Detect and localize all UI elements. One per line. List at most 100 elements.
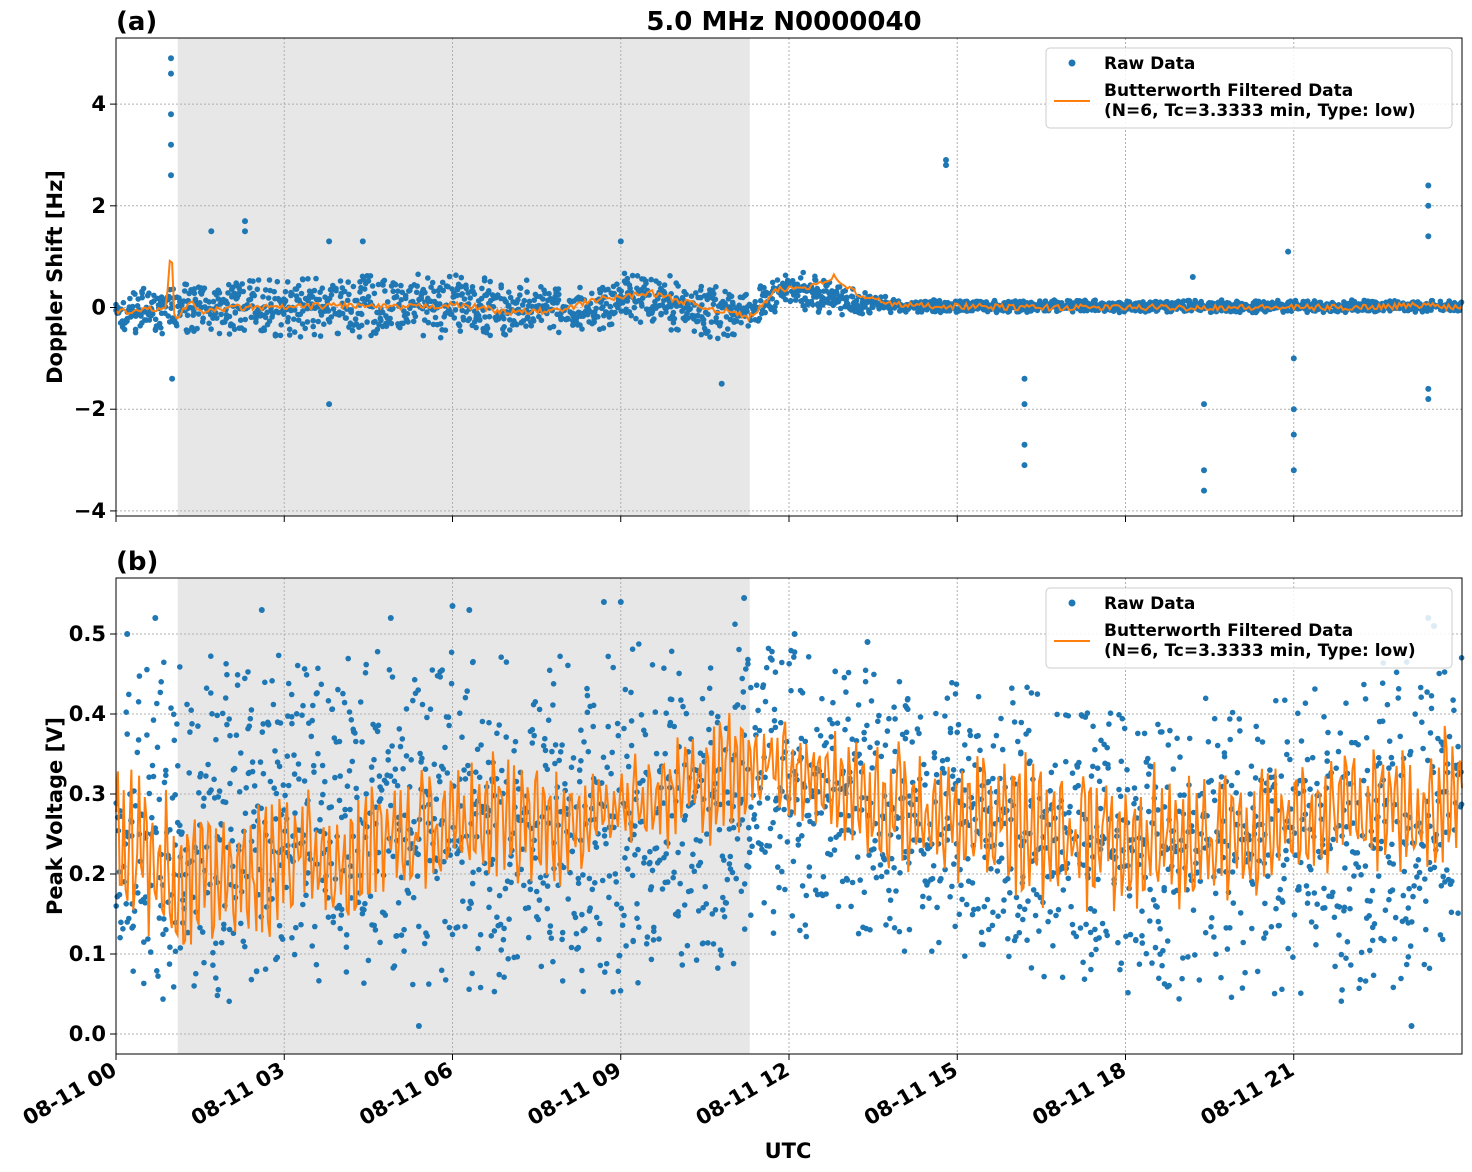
raw-data-point bbox=[269, 678, 275, 684]
raw-data-point bbox=[1287, 756, 1293, 763]
raw-data-point bbox=[191, 290, 198, 297]
raw-data-point bbox=[249, 759, 256, 765]
raw-data-point bbox=[745, 864, 752, 870]
raw-data-point bbox=[671, 315, 678, 322]
raw-data-point bbox=[465, 762, 471, 769]
raw-data-point bbox=[525, 934, 532, 941]
raw-data-point bbox=[678, 697, 684, 703]
raw-data-point bbox=[346, 709, 353, 715]
raw-data-point bbox=[291, 771, 298, 777]
raw-data-point bbox=[240, 938, 247, 945]
raw-data-point bbox=[1254, 736, 1261, 743]
raw-data-point bbox=[1338, 998, 1345, 1004]
raw-data-point bbox=[1005, 936, 1011, 942]
raw-data-point bbox=[631, 304, 638, 311]
raw-data-point bbox=[1096, 935, 1102, 941]
raw-data-point bbox=[874, 740, 880, 746]
raw-data-point bbox=[639, 303, 645, 309]
raw-data-point bbox=[191, 983, 197, 989]
raw-data-point bbox=[156, 915, 163, 921]
raw-data-point bbox=[1304, 900, 1311, 906]
raw-data-point bbox=[1425, 396, 1432, 402]
y-tick-label: −2 bbox=[74, 397, 106, 421]
legend-raw-marker bbox=[1068, 599, 1076, 607]
raw-data-point bbox=[368, 764, 375, 770]
raw-data-point bbox=[367, 273, 374, 279]
raw-data-point bbox=[488, 933, 495, 939]
raw-data-point bbox=[1068, 903, 1074, 910]
raw-data-point bbox=[123, 709, 129, 715]
raw-data-point bbox=[1343, 700, 1349, 706]
raw-data-point bbox=[1099, 920, 1106, 927]
raw-data-point bbox=[152, 316, 159, 323]
raw-data-point bbox=[1354, 850, 1361, 856]
raw-data-point bbox=[1423, 926, 1429, 933]
raw-data-point bbox=[330, 913, 337, 920]
raw-data-point bbox=[867, 927, 873, 933]
raw-data-point bbox=[317, 333, 324, 339]
raw-data-point bbox=[1136, 961, 1143, 967]
raw-data-point bbox=[862, 678, 869, 685]
raw-data-point bbox=[1400, 892, 1407, 899]
raw-data-point bbox=[1032, 912, 1039, 919]
raw-data-point bbox=[576, 767, 583, 773]
raw-data-point bbox=[205, 761, 211, 768]
raw-data-point bbox=[300, 308, 306, 314]
raw-data-point bbox=[1279, 986, 1285, 993]
raw-data-point bbox=[1439, 936, 1446, 943]
raw-data-point bbox=[623, 943, 629, 949]
raw-data-point bbox=[1444, 867, 1450, 873]
raw-data-point bbox=[208, 228, 215, 235]
raw-data-point bbox=[704, 831, 710, 837]
figure-title: 5.0 MHz N0000040 bbox=[646, 7, 921, 37]
raw-data-point bbox=[1302, 700, 1309, 706]
raw-data-point bbox=[168, 172, 174, 179]
raw-data-point bbox=[1291, 912, 1298, 918]
raw-data-point bbox=[627, 285, 633, 292]
raw-data-point bbox=[771, 706, 778, 713]
raw-data-point bbox=[647, 859, 653, 866]
raw-data-point bbox=[1146, 808, 1152, 815]
raw-data-point bbox=[878, 873, 885, 880]
raw-data-point bbox=[1065, 713, 1072, 719]
raw-data-point bbox=[557, 653, 563, 660]
raw-data-point bbox=[644, 934, 651, 940]
raw-data-point bbox=[748, 684, 754, 691]
raw-data-point bbox=[1208, 924, 1214, 930]
raw-data-point bbox=[439, 667, 446, 673]
raw-data-point bbox=[466, 607, 473, 613]
raw-data-point bbox=[975, 693, 982, 700]
raw-data-point bbox=[470, 869, 476, 876]
raw-data-point bbox=[228, 826, 234, 833]
raw-data-point bbox=[498, 284, 505, 291]
raw-data-point bbox=[1410, 893, 1416, 900]
raw-data-point bbox=[575, 944, 582, 951]
y-tick-label: 0.0 bbox=[69, 1022, 106, 1046]
raw-data-point bbox=[1117, 793, 1124, 800]
raw-data-point bbox=[473, 324, 479, 331]
raw-data-point bbox=[733, 875, 739, 882]
raw-data-point bbox=[1077, 925, 1084, 931]
raw-data-point bbox=[411, 676, 418, 683]
raw-data-point bbox=[762, 849, 768, 855]
raw-data-point bbox=[1054, 711, 1060, 718]
raw-data-point bbox=[784, 839, 791, 845]
raw-data-point bbox=[845, 716, 851, 722]
raw-data-point bbox=[1167, 727, 1173, 734]
raw-data-point bbox=[508, 879, 514, 886]
raw-data-point bbox=[906, 926, 913, 933]
raw-data-point bbox=[341, 699, 348, 706]
raw-data-point bbox=[544, 766, 551, 773]
raw-data-point bbox=[1209, 915, 1215, 921]
raw-data-point bbox=[624, 298, 631, 304]
raw-data-point bbox=[507, 294, 514, 301]
y-tick-label: 4 bbox=[91, 92, 106, 116]
raw-data-point bbox=[392, 766, 399, 772]
raw-data-point bbox=[232, 310, 239, 316]
raw-data-point bbox=[615, 732, 622, 739]
raw-data-point bbox=[695, 318, 701, 325]
raw-data-point bbox=[648, 276, 654, 283]
raw-data-point bbox=[216, 290, 223, 296]
raw-data-point bbox=[206, 299, 212, 305]
raw-data-point bbox=[544, 905, 551, 912]
